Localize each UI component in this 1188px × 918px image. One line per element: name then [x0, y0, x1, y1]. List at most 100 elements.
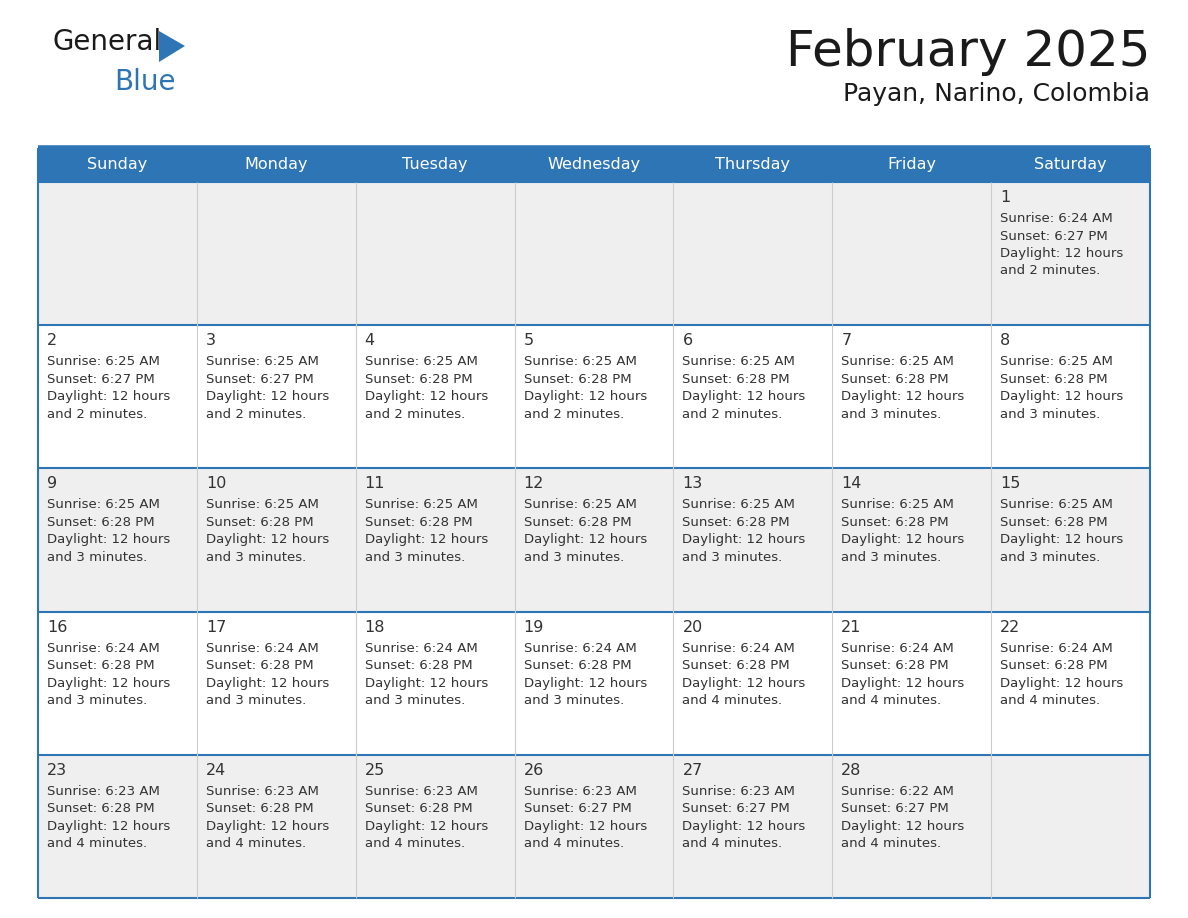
Text: 26: 26: [524, 763, 544, 778]
Text: 14: 14: [841, 476, 861, 491]
Text: February 2025: February 2025: [785, 28, 1150, 76]
Text: 4: 4: [365, 333, 375, 348]
Bar: [197, 182, 355, 325]
Text: and 3 minutes.: and 3 minutes.: [206, 551, 307, 564]
Text: and 2 minutes.: and 2 minutes.: [682, 408, 783, 420]
Text: Sunset: 6:27 PM: Sunset: 6:27 PM: [524, 802, 631, 815]
Text: and 3 minutes.: and 3 minutes.: [365, 551, 465, 564]
Text: Sunrise: 6:23 AM: Sunrise: 6:23 AM: [206, 785, 318, 798]
Bar: [991, 148, 1150, 182]
Bar: [833, 755, 991, 898]
Text: Sunrise: 6:24 AM: Sunrise: 6:24 AM: [524, 642, 637, 655]
Text: and 3 minutes.: and 3 minutes.: [841, 408, 942, 420]
Text: 18: 18: [365, 620, 385, 634]
Text: 21: 21: [841, 620, 861, 634]
Text: Sunrise: 6:25 AM: Sunrise: 6:25 AM: [365, 355, 478, 368]
Text: Sunset: 6:28 PM: Sunset: 6:28 PM: [206, 659, 314, 672]
Text: and 3 minutes.: and 3 minutes.: [48, 551, 147, 564]
Text: Daylight: 12 hours: Daylight: 12 hours: [524, 820, 646, 833]
Text: Sunday: Sunday: [87, 158, 147, 173]
Text: General: General: [52, 28, 162, 56]
Text: 16: 16: [48, 620, 68, 634]
Bar: [674, 325, 833, 468]
Text: Sunset: 6:27 PM: Sunset: 6:27 PM: [48, 373, 154, 386]
Text: 3: 3: [206, 333, 216, 348]
Text: Daylight: 12 hours: Daylight: 12 hours: [1000, 533, 1124, 546]
Text: Sunrise: 6:25 AM: Sunrise: 6:25 AM: [841, 355, 954, 368]
Bar: [38, 182, 197, 325]
Text: Daylight: 12 hours: Daylight: 12 hours: [365, 390, 488, 403]
Bar: [197, 325, 355, 468]
Text: and 4 minutes.: and 4 minutes.: [48, 837, 147, 850]
Text: 7: 7: [841, 333, 852, 348]
Text: Daylight: 12 hours: Daylight: 12 hours: [524, 390, 646, 403]
Text: Daylight: 12 hours: Daylight: 12 hours: [48, 533, 170, 546]
Text: Daylight: 12 hours: Daylight: 12 hours: [206, 390, 329, 403]
Bar: [991, 325, 1150, 468]
Text: Daylight: 12 hours: Daylight: 12 hours: [48, 820, 170, 833]
Text: and 3 minutes.: and 3 minutes.: [682, 551, 783, 564]
Bar: [991, 755, 1150, 898]
Text: Sunset: 6:27 PM: Sunset: 6:27 PM: [841, 802, 949, 815]
Text: Blue: Blue: [114, 68, 176, 96]
Text: Sunrise: 6:25 AM: Sunrise: 6:25 AM: [524, 498, 637, 511]
Text: 22: 22: [1000, 620, 1020, 634]
Text: Tuesday: Tuesday: [403, 158, 468, 173]
Text: Sunset: 6:27 PM: Sunset: 6:27 PM: [1000, 230, 1108, 242]
Text: Sunrise: 6:25 AM: Sunrise: 6:25 AM: [524, 355, 637, 368]
Bar: [833, 325, 991, 468]
Text: Sunset: 6:28 PM: Sunset: 6:28 PM: [841, 659, 949, 672]
Bar: [197, 755, 355, 898]
Polygon shape: [159, 31, 185, 62]
Text: Daylight: 12 hours: Daylight: 12 hours: [206, 677, 329, 689]
Text: 6: 6: [682, 333, 693, 348]
Text: 20: 20: [682, 620, 702, 634]
Text: Daylight: 12 hours: Daylight: 12 hours: [682, 390, 805, 403]
Bar: [355, 182, 514, 325]
Text: Friday: Friday: [887, 158, 936, 173]
Text: Sunset: 6:28 PM: Sunset: 6:28 PM: [48, 516, 154, 529]
Text: and 4 minutes.: and 4 minutes.: [682, 837, 783, 850]
Text: Sunset: 6:28 PM: Sunset: 6:28 PM: [206, 802, 314, 815]
Text: 10: 10: [206, 476, 226, 491]
Text: 9: 9: [48, 476, 57, 491]
Text: Sunset: 6:28 PM: Sunset: 6:28 PM: [365, 516, 473, 529]
Bar: [833, 148, 991, 182]
Bar: [38, 468, 197, 611]
Bar: [674, 182, 833, 325]
Text: Sunset: 6:28 PM: Sunset: 6:28 PM: [365, 659, 473, 672]
Text: Sunrise: 6:24 AM: Sunrise: 6:24 AM: [841, 642, 954, 655]
Text: 27: 27: [682, 763, 702, 778]
Text: and 3 minutes.: and 3 minutes.: [1000, 408, 1100, 420]
Text: Daylight: 12 hours: Daylight: 12 hours: [1000, 247, 1124, 260]
Text: Sunrise: 6:25 AM: Sunrise: 6:25 AM: [206, 498, 318, 511]
Bar: [38, 325, 197, 468]
Bar: [514, 611, 674, 755]
Text: 8: 8: [1000, 333, 1010, 348]
Text: 25: 25: [365, 763, 385, 778]
Text: Daylight: 12 hours: Daylight: 12 hours: [365, 677, 488, 689]
Bar: [355, 755, 514, 898]
Text: Sunrise: 6:25 AM: Sunrise: 6:25 AM: [682, 498, 795, 511]
Text: 24: 24: [206, 763, 226, 778]
Text: 28: 28: [841, 763, 861, 778]
Text: Monday: Monday: [245, 158, 308, 173]
Bar: [991, 182, 1150, 325]
Text: Thursday: Thursday: [715, 158, 790, 173]
Bar: [197, 468, 355, 611]
Text: Sunrise: 6:25 AM: Sunrise: 6:25 AM: [841, 498, 954, 511]
Text: Sunrise: 6:25 AM: Sunrise: 6:25 AM: [48, 355, 160, 368]
Text: Daylight: 12 hours: Daylight: 12 hours: [682, 533, 805, 546]
Text: Sunrise: 6:23 AM: Sunrise: 6:23 AM: [48, 785, 160, 798]
Text: Sunrise: 6:23 AM: Sunrise: 6:23 AM: [682, 785, 795, 798]
Text: Daylight: 12 hours: Daylight: 12 hours: [841, 820, 965, 833]
Text: and 3 minutes.: and 3 minutes.: [1000, 551, 1100, 564]
Text: Daylight: 12 hours: Daylight: 12 hours: [524, 677, 646, 689]
Text: Sunrise: 6:25 AM: Sunrise: 6:25 AM: [206, 355, 318, 368]
Text: Daylight: 12 hours: Daylight: 12 hours: [48, 677, 170, 689]
Bar: [197, 148, 355, 182]
Text: Sunset: 6:28 PM: Sunset: 6:28 PM: [1000, 516, 1107, 529]
Text: Sunrise: 6:24 AM: Sunrise: 6:24 AM: [682, 642, 795, 655]
Text: Daylight: 12 hours: Daylight: 12 hours: [48, 390, 170, 403]
Text: Sunset: 6:28 PM: Sunset: 6:28 PM: [206, 516, 314, 529]
